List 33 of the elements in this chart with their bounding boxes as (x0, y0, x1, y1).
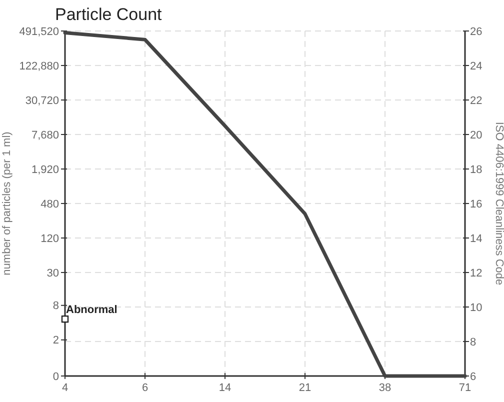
y-tick-label: 14 (470, 232, 482, 245)
y-tick-label: 10 (470, 302, 482, 314)
y-tick-label: 18 (470, 164, 482, 176)
y2-axis-title: number of particles (per 1 ml) (1, 132, 13, 276)
y2-tick-label: 491,520 (19, 26, 59, 38)
y-tick-label: 22 (470, 94, 482, 107)
y2-tick-label: 1,920 (31, 164, 59, 176)
y-axis-title: ISO 4406:1999 Cleanliness Code (493, 122, 504, 286)
chart-title: Particle Count (55, 5, 162, 24)
y-tick-label: 20 (470, 129, 482, 142)
y2-tick-label: 480 (40, 198, 59, 210)
y2-tick-label: 30 (46, 267, 59, 280)
y-tick-label: 24 (470, 60, 482, 72)
y-tick-label: 16 (470, 198, 482, 210)
y2-tick-label: 120 (40, 232, 59, 245)
x-tick-label: 6 (142, 382, 148, 394)
x-tick-label: 71 (458, 382, 472, 394)
y2-tick-label: 122,880 (19, 60, 59, 72)
y-tick-label: 12 (470, 267, 482, 280)
y2-tick-label: 8 (52, 300, 59, 312)
x-tick-label: 14 (218, 382, 232, 394)
y2-tick-label: 2 (52, 334, 59, 347)
x-tick-label: 38 (378, 382, 392, 394)
y2-tick-label: 0 (52, 370, 59, 383)
y-tick-label: 26 (470, 26, 482, 38)
y-tick-label: 6 (470, 370, 476, 383)
y2-tick-label: 30,720 (25, 94, 59, 107)
y-tick-label: 8 (470, 336, 476, 348)
line-series (63, 30, 467, 378)
x-tick-label: 4 (62, 382, 68, 394)
annotation: Abnormal (66, 304, 118, 316)
y2-tick-label: 7,680 (31, 129, 59, 142)
x-tick-label: 21 (298, 382, 312, 394)
